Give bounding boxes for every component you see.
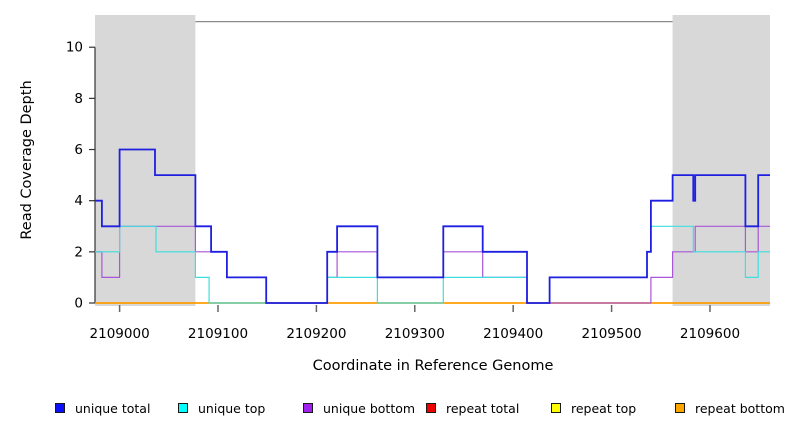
legend-swatch-unique-total [55,403,65,413]
shaded-region-0 [95,15,196,306]
y-axis-title: Read Coverage Depth [19,80,35,240]
y-tick-label: 10 [66,40,83,56]
x-tick-label: 2109400 [483,326,543,342]
y-tick-label: 2 [74,244,83,260]
legend-item-repeat-bottom: repeat bottom [675,399,785,417]
legend-item-unique-top: unique top [178,399,265,417]
legend-swatch-repeat-top [551,403,561,413]
legend-item-unique-bottom: unique bottom [303,399,415,417]
legend-swatch-unique-bottom [303,403,313,413]
x-tick-label: 2109200 [286,326,346,342]
legend-swatch-repeat-total [426,403,436,413]
legend: unique total unique top unique bottom repea… [0,399,792,421]
legend-item-unique-total: unique total [55,399,150,417]
series-unique-bottom [95,225,770,304]
y-tick-label: 6 [74,142,83,158]
legend-label: unique total [75,400,151,416]
series-unique-top [95,225,770,304]
legend-item-repeat-total: repeat total [426,399,519,417]
series-unique-total [95,148,770,304]
legend-label: repeat top [571,400,637,416]
legend-item-repeat-top: repeat top [551,399,636,417]
y-tick-label: 4 [74,193,83,209]
x-tick-label: 2109500 [582,326,642,342]
x-tick-label: 2109600 [680,326,740,342]
y-tick-label: 0 [74,296,83,312]
legend-swatch-unique-top [178,403,188,413]
x-tick-label: 2109000 [90,326,150,342]
legend-swatch-repeat-bottom [675,403,685,413]
x-axis-title: Coordinate in Reference Genome [312,358,554,374]
x-tick-label: 2109100 [188,326,248,342]
legend-label: repeat total [446,400,520,416]
shaded-region-1 [672,15,770,306]
x-tick-label: 2109300 [385,326,445,342]
y-tick-label: 8 [74,91,83,107]
legend-label: unique bottom [323,400,416,416]
legend-label: unique top [198,400,266,416]
legend-label: repeat bottom [695,400,785,416]
